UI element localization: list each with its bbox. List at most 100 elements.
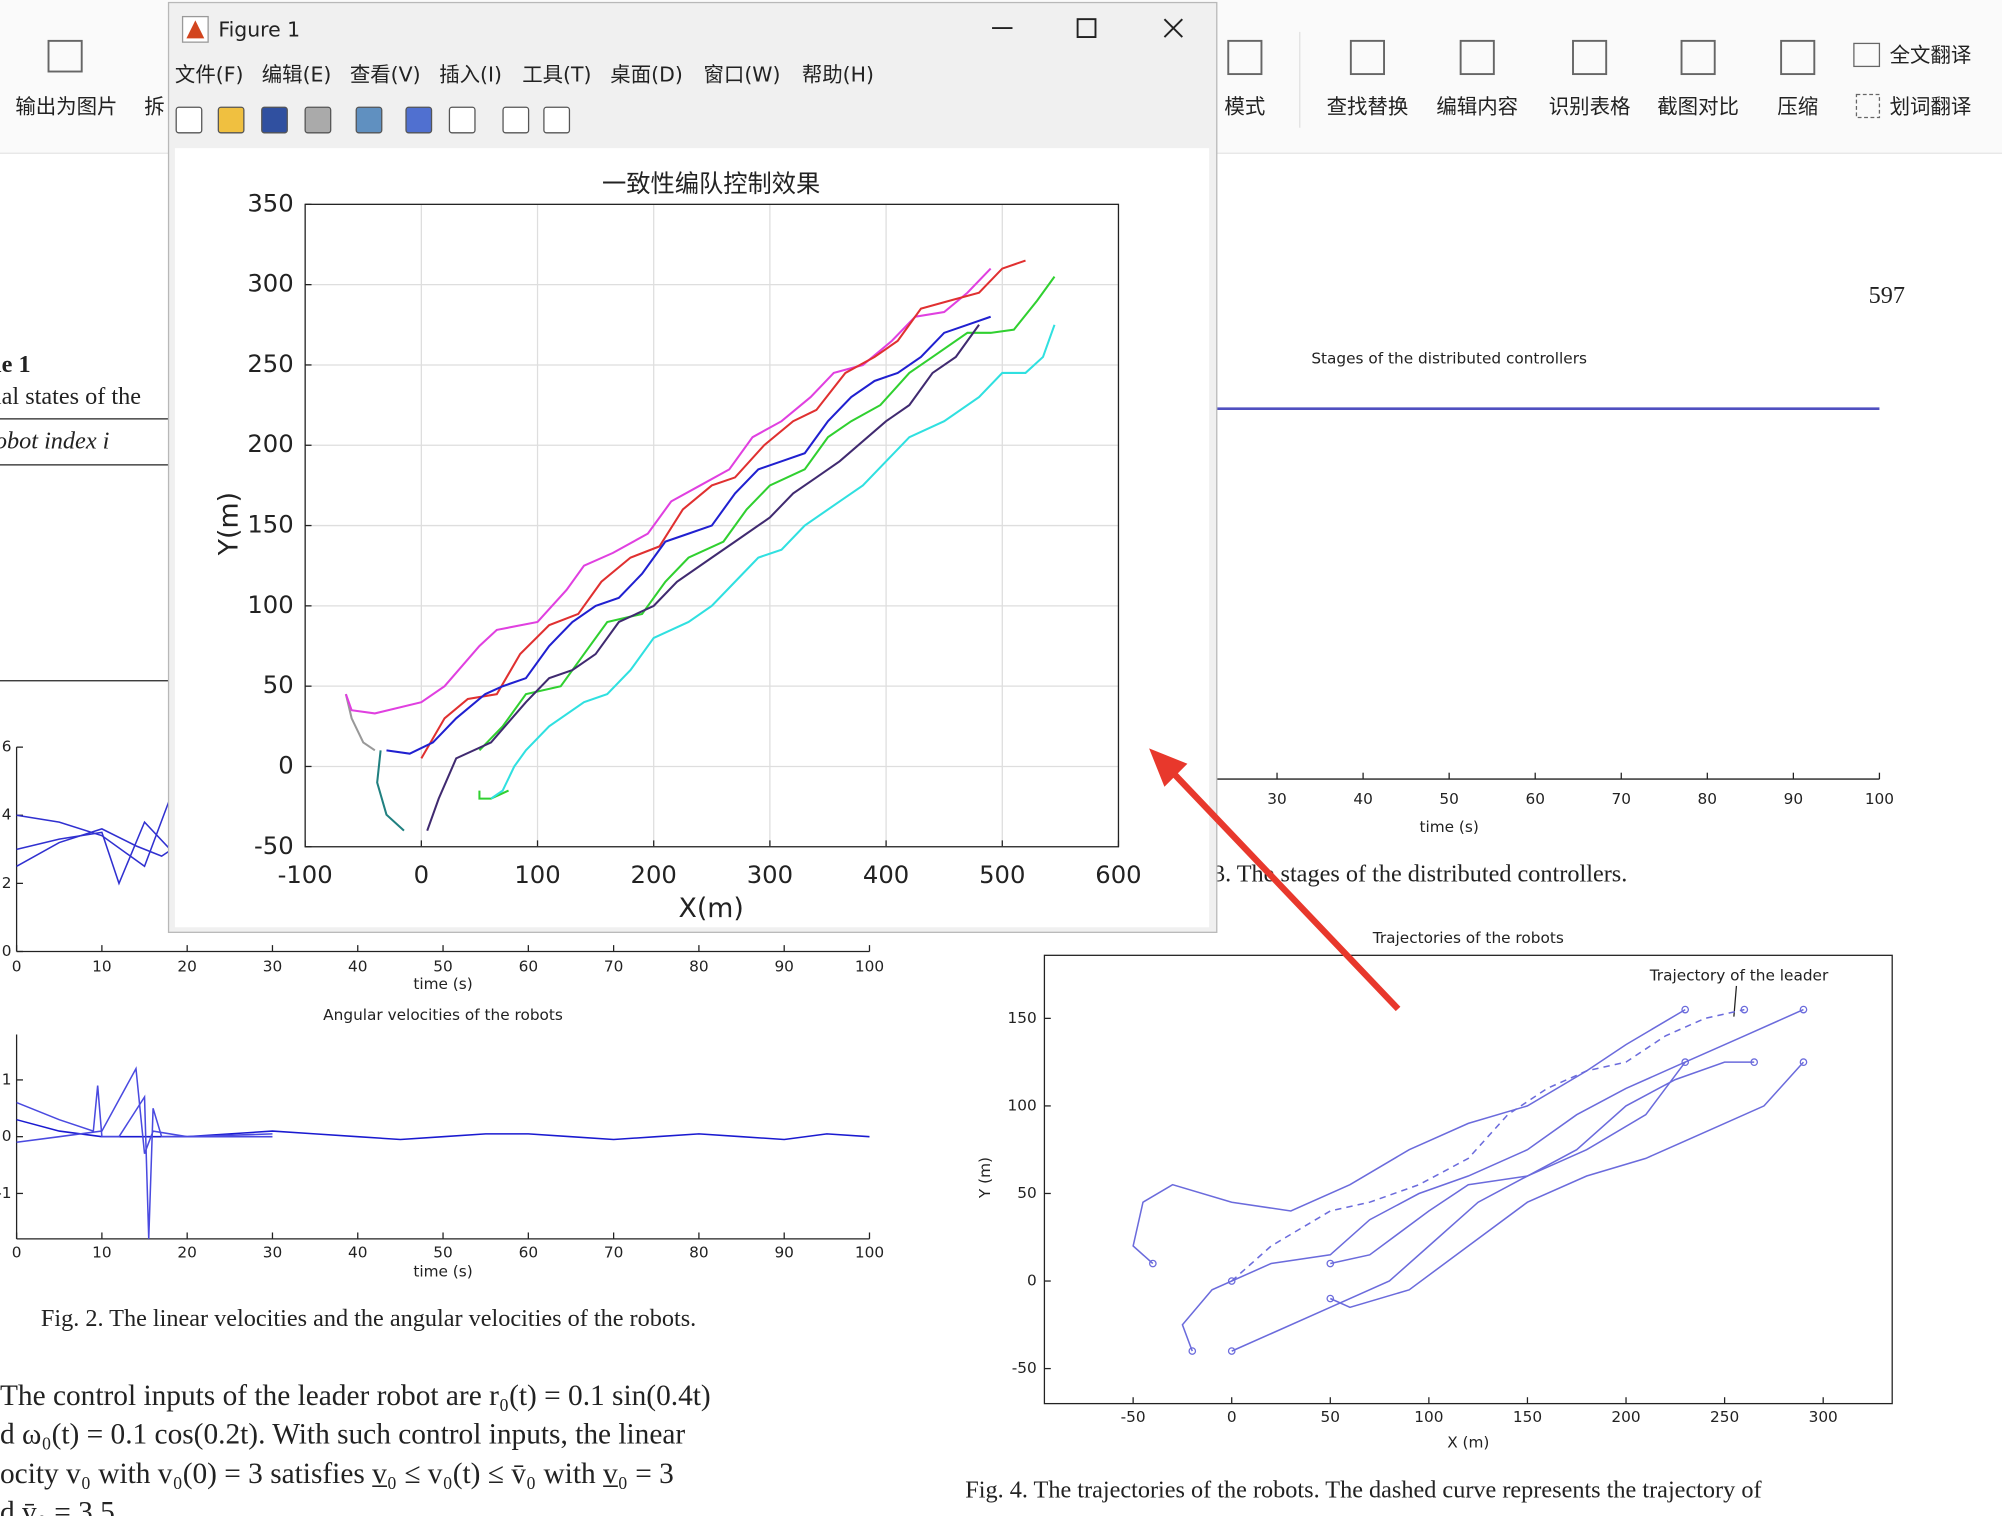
x-tick-label: 400 [863,860,909,889]
x-tick-label: 300 [747,860,793,889]
maximize-button[interactable] [1076,18,1097,38]
series-line [386,315,991,755]
y-tick-label: 200 [247,429,293,458]
menu-item[interactable]: 桌面(D) [610,62,683,86]
end-marker [1326,1259,1335,1268]
translate-icon [1855,93,1881,119]
series-line [376,750,405,832]
ribbon-button[interactable]: 全文翻译 [1890,43,1972,67]
x-axis-label: time (s) [413,1263,472,1281]
series-line [16,1118,870,1141]
x-tick-label: 100 [855,957,884,975]
y-axis-label: Y (m) [976,1157,994,1199]
menu-item[interactable]: 帮助(H) [802,62,874,86]
y-tick-label: 250 [247,349,293,378]
y-tick-label: -50 [254,831,294,860]
menu-item[interactable]: 查看(V) [350,62,421,86]
export-icon[interactable] [47,39,83,73]
figure-canvas [174,148,1210,928]
ribbon-icon[interactable] [1349,39,1385,76]
figure-window: Figure 1 文件(F) 编辑(E) 查看(V) 插入(I) 工具(T) 桌面(D) 窗… [167,1,1218,933]
y-tick-label: -1 [0,1184,11,1202]
menu-item[interactable]: 文件(F) [175,62,244,86]
y-tick-label: 100 [247,590,293,619]
end-marker [1326,1294,1335,1303]
ribbon-icon[interactable] [1459,39,1495,76]
tool-button[interactable] [261,106,288,134]
plot-frame [304,203,1120,848]
y-tick-label: 1 [2,1070,12,1088]
ribbon-button[interactable]: 划词翻译 [1890,94,1972,118]
menu-item[interactable]: 插入(I) [439,62,502,86]
window-title: Figure 1 [218,18,300,42]
tool-button[interactable] [448,106,476,134]
tool-button[interactable] [217,106,245,134]
tool-button[interactable] [405,106,433,134]
ribbon-icon[interactable] [1680,39,1716,76]
ribbon-button[interactable]: 拆 [144,94,164,118]
x-axis-label: time (s) [413,975,472,993]
tool-button[interactable] [304,106,332,134]
figure-caption: Fig. 2. The linear velocities and the an… [41,1305,696,1332]
x-tick-label: 100 [855,1243,884,1261]
tool-button[interactable] [502,106,530,134]
x-tick-label: 30 [263,1243,282,1261]
x-tick-label: 500 [979,860,1025,889]
matlab-logo [186,20,205,39]
close-button[interactable] [1163,18,1183,38]
menu-item[interactable]: 工具(T) [522,62,591,86]
ribbon-button[interactable]: 识别表格 [1549,94,1631,118]
menu-item[interactable]: 编辑(E) [262,62,332,86]
x-tick-label: 80 [1698,790,1717,808]
series-line [478,276,1056,752]
ribbon-button[interactable]: 输出为图片 [15,94,117,118]
ribbon-button[interactable]: 压缩 [1777,94,1818,118]
ribbon-button[interactable]: 编辑内容 [1436,94,1518,118]
x-tick-label: 100 [514,860,560,889]
x-tick-label: 20 [177,957,196,975]
end-marker [1740,1005,1749,1014]
series-line [490,324,1056,800]
ribbon-button[interactable]: 模式 [1224,94,1265,118]
x-tick-label: 0 [1227,1408,1237,1426]
end-marker [1799,1005,1808,1014]
x-tick-label: 150 [1513,1408,1542,1426]
y-tick-label: 0 [278,750,293,779]
tool-button[interactable] [543,106,571,134]
ribbon-button[interactable]: 查找替换 [1327,94,1409,118]
y-tick-label: 0 [2,1127,12,1145]
x-tick-label: 40 [1353,790,1372,808]
series-line [16,828,188,867]
ribbon-icon[interactable] [1780,39,1816,76]
y-tick-label: 350 [247,188,293,217]
y-tick-label: 0 [2,942,12,960]
ribbon-icon[interactable] [1227,39,1263,76]
x-tick-label: 70 [604,1243,623,1261]
x-tick-label: 0 [12,957,22,975]
end-marker [1681,1058,1690,1066]
x-tick-label: 250 [1710,1408,1739,1426]
series-line [16,1066,273,1154]
table-header: obot index i [0,428,109,455]
x-tick-label: 50 [1439,790,1458,808]
ribbon-button[interactable]: 截图对比 [1657,94,1739,118]
tool-button[interactable] [175,106,203,134]
tool-button[interactable] [355,106,383,134]
series-line [1231,1008,1745,1282]
x-tick-label: -50 [1121,1408,1146,1426]
end-marker [1681,1005,1690,1014]
end-marker [1149,1259,1157,1268]
ribbon-icon[interactable] [1572,39,1608,76]
x-tick-label: 100 [1865,790,1894,808]
y-tick-label: 300 [247,269,293,298]
x-tick-label: 70 [604,957,623,975]
x-tick-label: 60 [1525,790,1544,808]
plot-frame [1043,954,1893,1405]
y-tick-label: 4 [2,806,12,824]
series-line [16,1085,273,1239]
x-tick-label: 80 [689,1243,708,1261]
paragraph-line: ocity v₀ with v₀(0) = 3 satisfies v̲₀ ≤ … [0,1458,674,1490]
translate-icon [1853,42,1881,68]
menu-item[interactable]: 窗口(W) [704,62,781,86]
annotation-arrow [1162,761,1401,1012]
